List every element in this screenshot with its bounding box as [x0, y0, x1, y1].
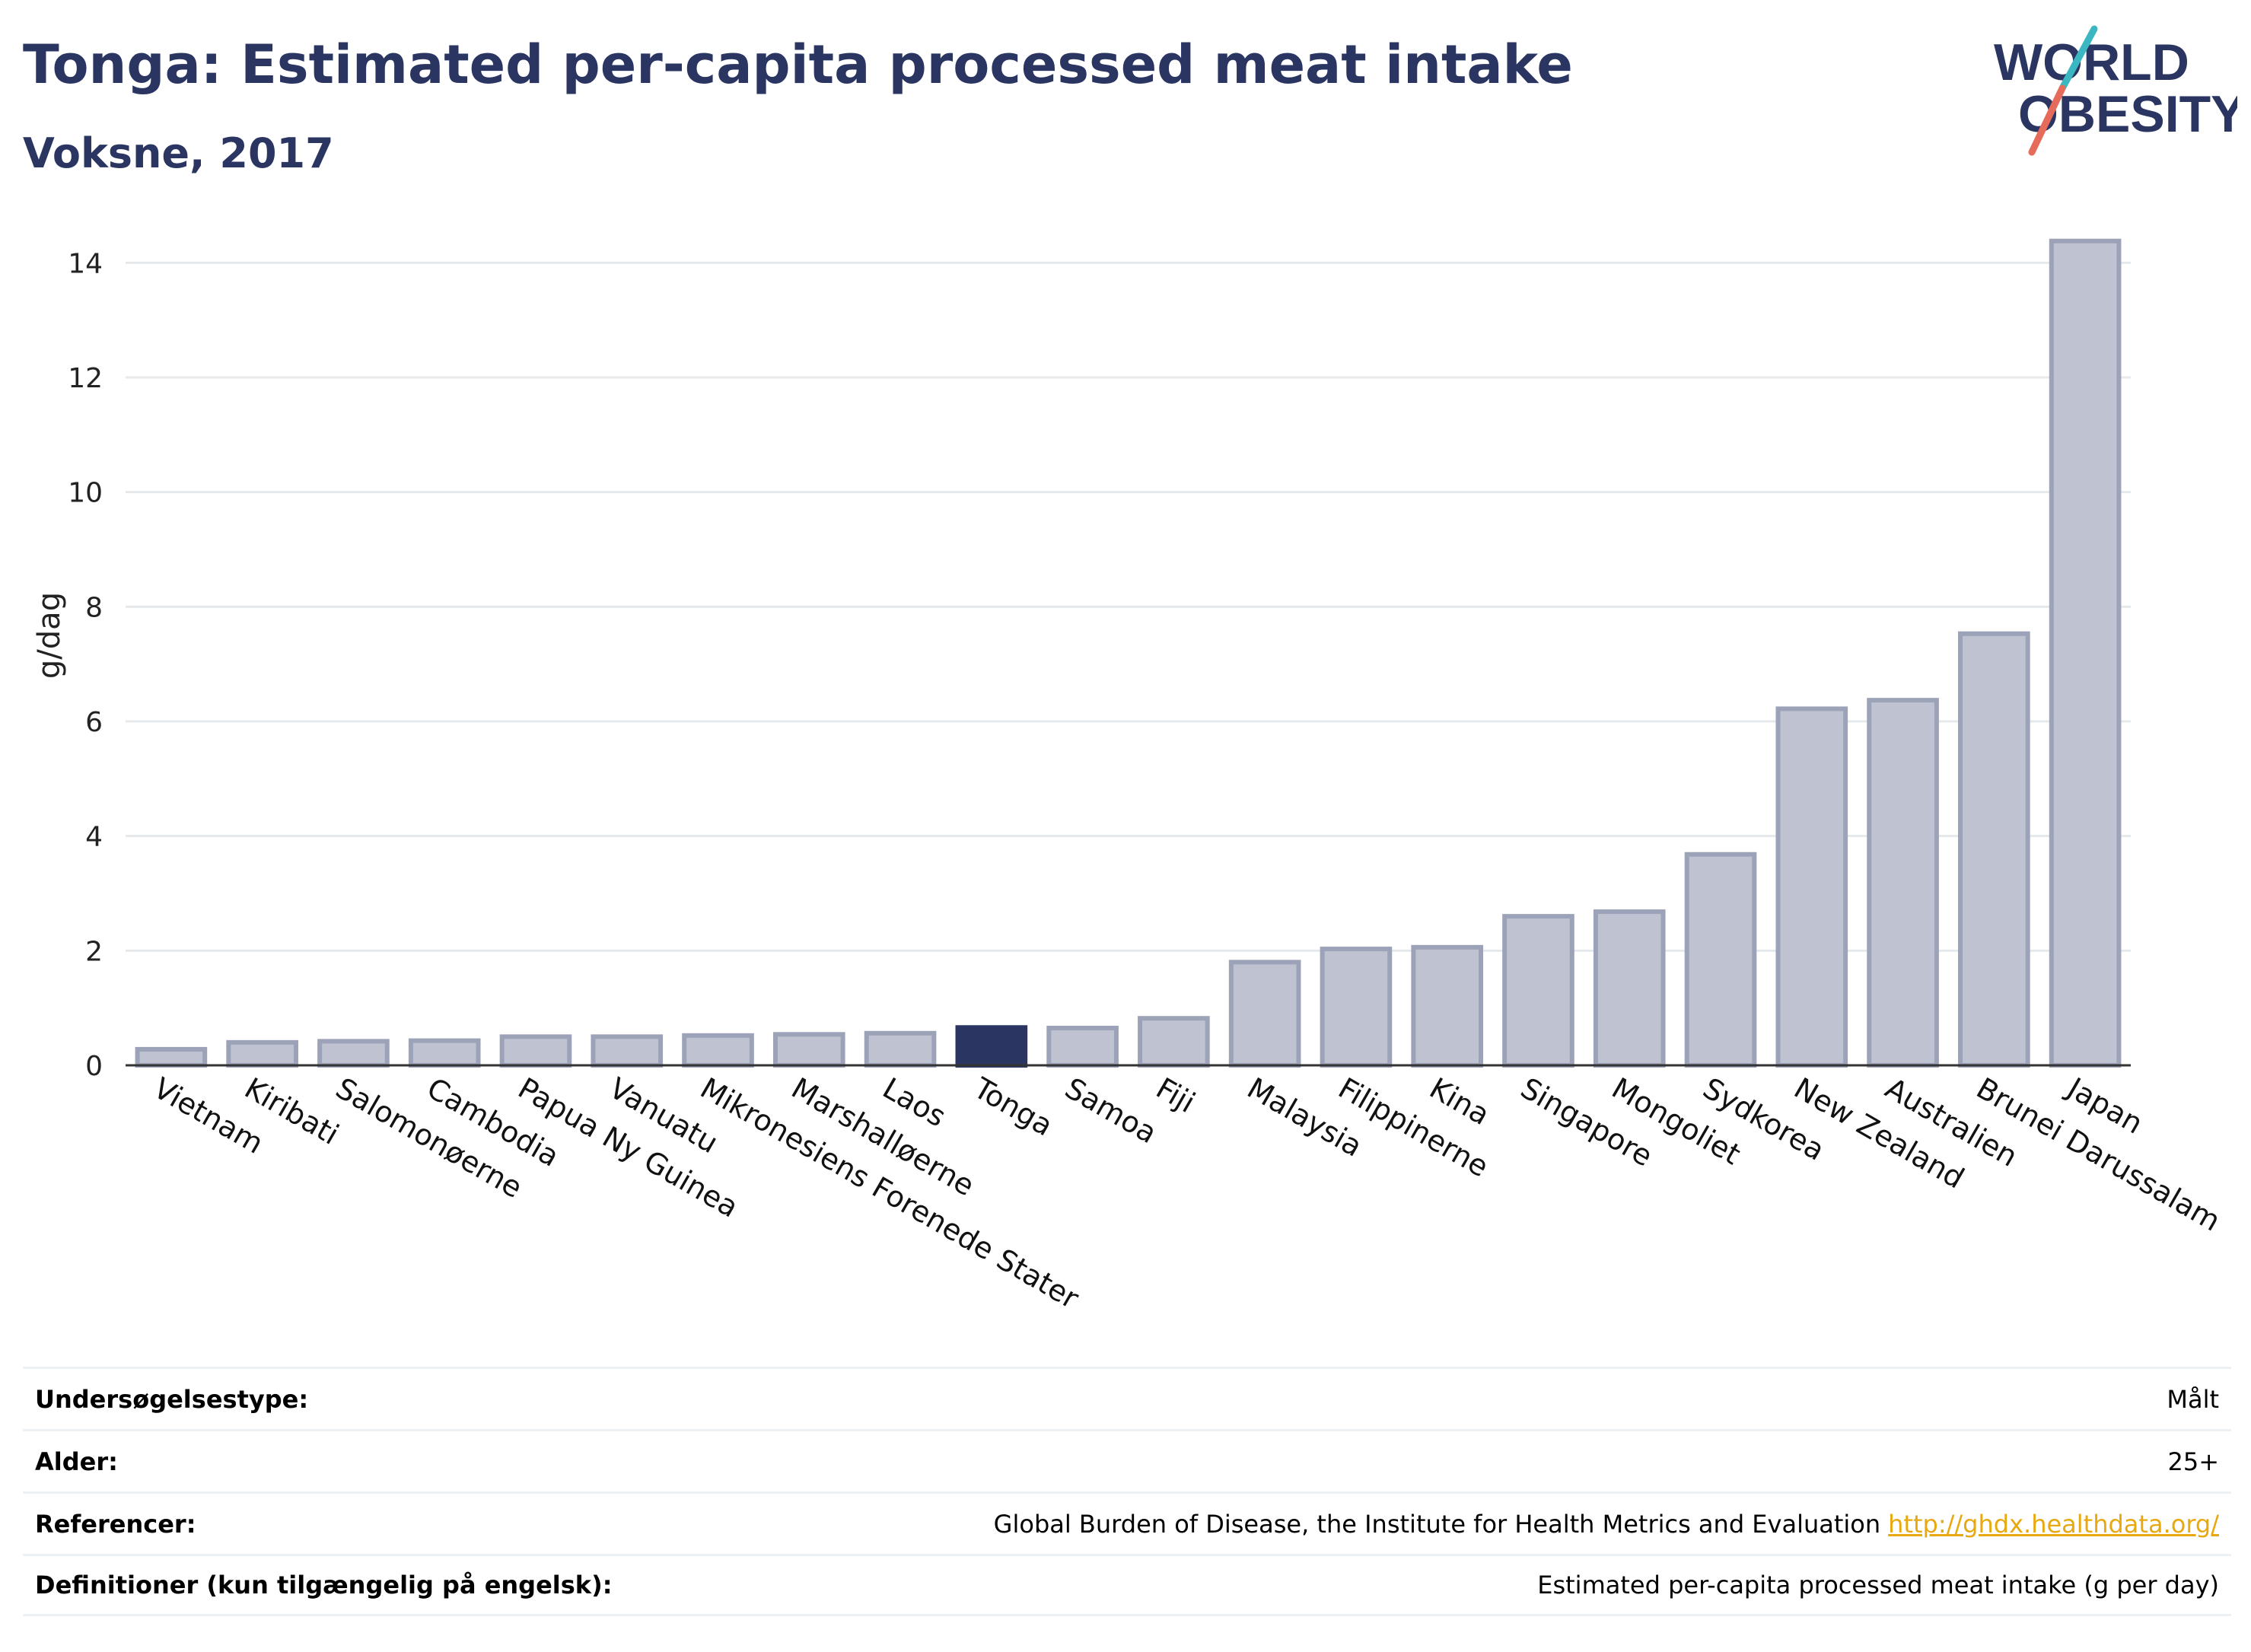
info-value-text: 25+	[2167, 1447, 2219, 1476]
bar-papua-ny-guinea	[499, 1034, 572, 1068]
info-value: Global Burden of Disease, the Institute …	[994, 1510, 2219, 1539]
bar-malaysia	[1228, 960, 1301, 1068]
y-tick-label: 4	[85, 822, 103, 853]
bar-samoa	[1046, 1026, 1119, 1068]
y-tick-label: 14	[68, 248, 103, 279]
bar-chart: 02468101214g/dagVietnamKiribatiSalomonøe…	[32, 238, 2226, 1316]
logo-text-world: WORLD	[1994, 33, 2189, 91]
info-value: 25+	[2167, 1447, 2219, 1476]
bar-japan	[2049, 238, 2122, 1068]
bar-brunei-darussalam	[1958, 631, 2030, 1068]
bar-kiribati	[226, 1039, 298, 1068]
info-row: Definitioner (kun tilgængelig på engelsk…	[23, 1554, 2231, 1616]
info-row: Referencer: Global Burden of Disease, the…	[23, 1491, 2231, 1554]
x-tick-label: Fiji	[1151, 1071, 1201, 1119]
bar-sydkorea	[1684, 851, 1757, 1068]
info-table: Undersøgelsestype: Målt Alder: 25+ Reference…	[23, 1367, 2231, 1616]
y-tick-label: 0	[85, 1051, 103, 1082]
bar-mikronesiens-forenede-stater	[682, 1033, 754, 1068]
y-axis-label: g/dag	[32, 592, 67, 679]
bar-salomonøerne	[317, 1039, 390, 1068]
bar-australien	[1867, 698, 1939, 1068]
y-tick-label: 2	[85, 936, 103, 967]
bar-mongoliet	[1593, 909, 1666, 1068]
page-subtitle: Voksne, 2017	[23, 129, 334, 177]
y-tick-label: 6	[85, 707, 103, 738]
info-label: Alder:	[35, 1447, 118, 1476]
y-tick-label: 8	[85, 592, 103, 623]
bar-fiji	[1138, 1016, 1210, 1068]
info-row: Undersøgelsestype: Målt	[23, 1367, 2231, 1429]
page-title: Tonga: Estimated per-capita processed me…	[23, 33, 1573, 96]
bar-kina	[1411, 944, 1484, 1068]
y-tick-label: 10	[68, 478, 103, 509]
info-row: Alder: 25+	[23, 1429, 2231, 1491]
info-value-text: Målt	[2167, 1384, 2219, 1414]
y-tick-label: 12	[68, 363, 103, 394]
x-tick-label: Samoa	[1059, 1071, 1162, 1151]
info-value: Målt	[2167, 1385, 2219, 1414]
x-tick-label: Tonga	[967, 1071, 1058, 1142]
info-value-text: Estimated per-capita processed meat inta…	[1537, 1571, 2219, 1599]
reference-link[interactable]: http://ghdx.healthdata.org/	[1888, 1509, 2219, 1539]
logo-slash-teal	[2058, 25, 2098, 92]
bar-singapore	[1502, 914, 1574, 1068]
bar-laos	[864, 1030, 937, 1068]
info-value: Estimated per-capita processed meat inta…	[1537, 1571, 2219, 1599]
info-value-text: Global Burden of Disease, the Institute …	[993, 1509, 1881, 1539]
info-label: Definitioner (kun tilgængelig på engelsk…	[35, 1571, 613, 1599]
world-obesity-logo: WORLD OBESITY	[1979, 23, 2246, 160]
bar-vietnam	[135, 1046, 208, 1068]
logo-slash-red	[2028, 84, 2066, 156]
bar-vanuatu	[591, 1034, 664, 1068]
info-label: Referencer:	[35, 1509, 196, 1539]
bar-marshalløerne	[772, 1032, 845, 1068]
bar-new-zealand	[1775, 706, 1848, 1068]
info-label: Undersøgelsestype:	[35, 1384, 309, 1414]
bar-tonga	[955, 1025, 1028, 1068]
bar-cambodia	[408, 1038, 481, 1068]
bar-filippinerne	[1320, 947, 1393, 1068]
logo-graphic: WORLD OBESITY	[1994, 25, 2246, 156]
